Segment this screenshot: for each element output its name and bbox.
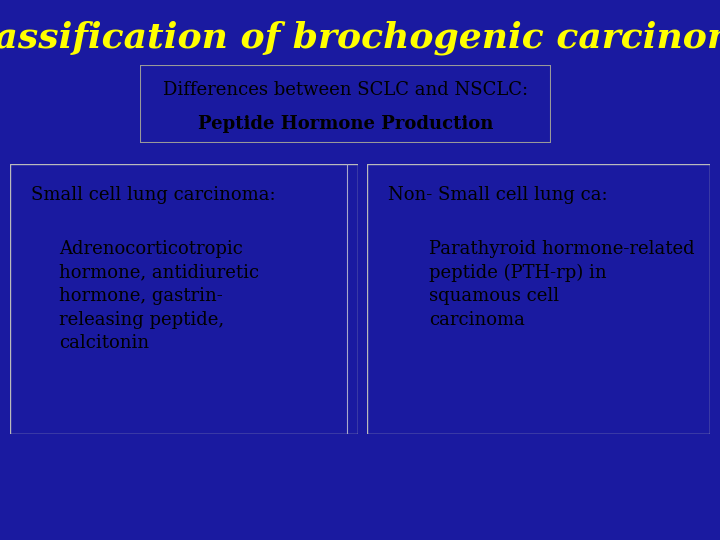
- Text: Small cell lung carcinoma:: Small cell lung carcinoma:: [31, 186, 276, 204]
- Text: Non- Small cell lung ca:: Non- Small cell lung ca:: [388, 186, 608, 204]
- Text: Parathyroid hormone-related
peptide (PTH-rp) in
squamous cell
carcinoma: Parathyroid hormone-related peptide (PTH…: [429, 240, 695, 329]
- Text: Classification of brochogenic carcinoma: Classification of brochogenic carcinoma: [0, 21, 720, 55]
- Text: Peptide Hormone Production: Peptide Hormone Production: [198, 114, 493, 132]
- Text: Adrenocorticotropic
hormone, antidiuretic
hormone, gastrin-
releasing peptide,
c: Adrenocorticotropic hormone, antidiureti…: [59, 240, 259, 352]
- Text: Differences between SCLC and NSCLC:: Differences between SCLC and NSCLC:: [163, 81, 528, 99]
